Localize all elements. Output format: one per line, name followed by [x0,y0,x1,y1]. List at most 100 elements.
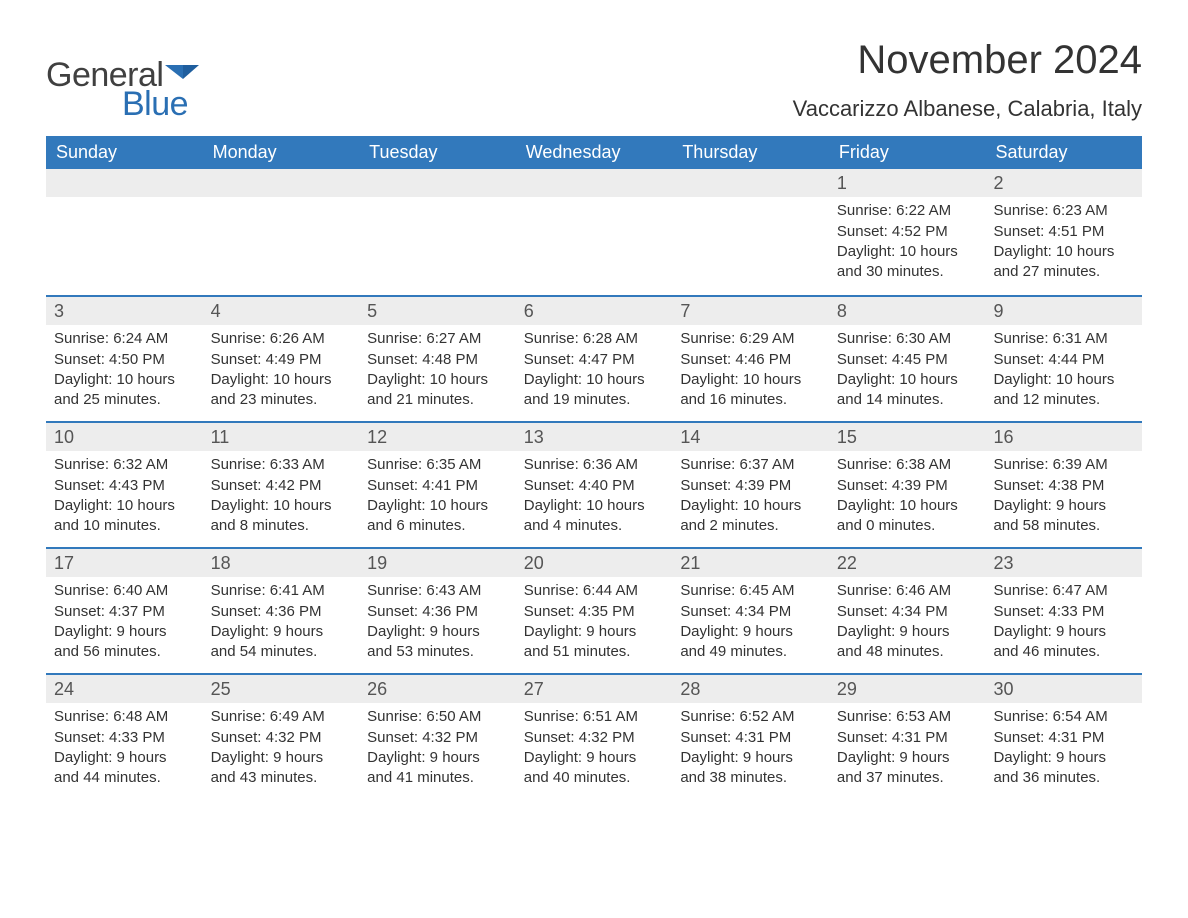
day-number [46,169,203,197]
daylight-line: Daylight: 10 hours and 16 minutes. [680,370,821,411]
day-number [672,169,829,197]
day-details: Sunrise: 6:49 AMSunset: 4:32 PMDaylight:… [203,707,360,788]
calendar-day: 29Sunrise: 6:53 AMSunset: 4:31 PMDayligh… [829,675,986,799]
sunset-line: Sunset: 4:31 PM [837,728,978,748]
daylight-line: Daylight: 10 hours and 10 minutes. [54,496,195,537]
calendar-day: 30Sunrise: 6:54 AMSunset: 4:31 PMDayligh… [985,675,1142,799]
calendar-day [672,169,829,295]
day-details: Sunrise: 6:37 AMSunset: 4:39 PMDaylight:… [672,455,829,536]
sunrise-line: Sunrise: 6:41 AM [211,581,352,601]
sunrise-line: Sunrise: 6:50 AM [367,707,508,727]
calendar-day [359,169,516,295]
header: General Blue November 2024 Vaccarizzo Al… [46,38,1142,124]
day-number: 11 [203,423,360,451]
calendar-day: 25Sunrise: 6:49 AMSunset: 4:32 PMDayligh… [203,675,360,799]
daylight-line: Daylight: 10 hours and 19 minutes. [524,370,665,411]
calendar-day: 13Sunrise: 6:36 AMSunset: 4:40 PMDayligh… [516,423,673,547]
sunrise-line: Sunrise: 6:32 AM [54,455,195,475]
daylight-line: Daylight: 10 hours and 2 minutes. [680,496,821,537]
day-details: Sunrise: 6:38 AMSunset: 4:39 PMDaylight:… [829,455,986,536]
calendar-week: 17Sunrise: 6:40 AMSunset: 4:37 PMDayligh… [46,547,1142,673]
daylight-line: Daylight: 10 hours and 12 minutes. [993,370,1134,411]
day-details: Sunrise: 6:50 AMSunset: 4:32 PMDaylight:… [359,707,516,788]
sunrise-line: Sunrise: 6:39 AM [993,455,1134,475]
daylight-line: Daylight: 10 hours and 0 minutes. [837,496,978,537]
daylight-line: Daylight: 9 hours and 44 minutes. [54,748,195,789]
day-details: Sunrise: 6:30 AMSunset: 4:45 PMDaylight:… [829,329,986,410]
sunset-line: Sunset: 4:50 PM [54,350,195,370]
sunrise-line: Sunrise: 6:52 AM [680,707,821,727]
sunrise-line: Sunrise: 6:27 AM [367,329,508,349]
daylight-line: Daylight: 9 hours and 41 minutes. [367,748,508,789]
sunset-line: Sunset: 4:52 PM [837,222,978,242]
day-number: 22 [829,549,986,577]
day-details: Sunrise: 6:36 AMSunset: 4:40 PMDaylight:… [516,455,673,536]
sunset-line: Sunset: 4:43 PM [54,476,195,496]
day-number: 17 [46,549,203,577]
sunrise-line: Sunrise: 6:49 AM [211,707,352,727]
daylight-line: Daylight: 10 hours and 21 minutes. [367,370,508,411]
calendar-day [203,169,360,295]
weekday-header: Sunday [46,136,203,169]
sunset-line: Sunset: 4:49 PM [211,350,352,370]
day-number: 2 [985,169,1142,197]
day-number: 15 [829,423,986,451]
calendar-day [46,169,203,295]
day-number: 4 [203,297,360,325]
calendar-day: 26Sunrise: 6:50 AMSunset: 4:32 PMDayligh… [359,675,516,799]
calendar-day: 11Sunrise: 6:33 AMSunset: 4:42 PMDayligh… [203,423,360,547]
day-number: 7 [672,297,829,325]
daylight-line: Daylight: 10 hours and 30 minutes. [837,242,978,283]
sunset-line: Sunset: 4:37 PM [54,602,195,622]
sunrise-line: Sunrise: 6:47 AM [993,581,1134,601]
day-number [516,169,673,197]
day-number: 16 [985,423,1142,451]
sunset-line: Sunset: 4:48 PM [367,350,508,370]
sunset-line: Sunset: 4:51 PM [993,222,1134,242]
logo-word-2: Blue [122,85,188,124]
location-subtitle: Vaccarizzo Albanese, Calabria, Italy [793,96,1142,122]
sunset-line: Sunset: 4:34 PM [680,602,821,622]
day-details: Sunrise: 6:39 AMSunset: 4:38 PMDaylight:… [985,455,1142,536]
sunset-line: Sunset: 4:33 PM [993,602,1134,622]
title-block: November 2024 Vaccarizzo Albanese, Calab… [793,38,1142,122]
daylight-line: Daylight: 9 hours and 40 minutes. [524,748,665,789]
sunrise-line: Sunrise: 6:24 AM [54,329,195,349]
sunrise-line: Sunrise: 6:30 AM [837,329,978,349]
daylight-line: Daylight: 10 hours and 4 minutes. [524,496,665,537]
day-details: Sunrise: 6:48 AMSunset: 4:33 PMDaylight:… [46,707,203,788]
sunset-line: Sunset: 4:31 PM [993,728,1134,748]
calendar-day [516,169,673,295]
day-number [359,169,516,197]
sunset-line: Sunset: 4:42 PM [211,476,352,496]
sunrise-line: Sunrise: 6:36 AM [524,455,665,475]
sunset-line: Sunset: 4:36 PM [367,602,508,622]
day-number: 28 [672,675,829,703]
calendar-day: 19Sunrise: 6:43 AMSunset: 4:36 PMDayligh… [359,549,516,673]
sunset-line: Sunset: 4:35 PM [524,602,665,622]
sunset-line: Sunset: 4:44 PM [993,350,1134,370]
calendar-day: 3Sunrise: 6:24 AMSunset: 4:50 PMDaylight… [46,297,203,421]
day-number: 1 [829,169,986,197]
day-number: 23 [985,549,1142,577]
sunrise-line: Sunrise: 6:23 AM [993,201,1134,221]
sunrise-line: Sunrise: 6:44 AM [524,581,665,601]
sunrise-line: Sunrise: 6:33 AM [211,455,352,475]
sunset-line: Sunset: 4:32 PM [211,728,352,748]
day-details: Sunrise: 6:31 AMSunset: 4:44 PMDaylight:… [985,329,1142,410]
daylight-line: Daylight: 10 hours and 23 minutes. [211,370,352,411]
calendar-week: 24Sunrise: 6:48 AMSunset: 4:33 PMDayligh… [46,673,1142,799]
sunset-line: Sunset: 4:46 PM [680,350,821,370]
day-details: Sunrise: 6:35 AMSunset: 4:41 PMDaylight:… [359,455,516,536]
sunrise-line: Sunrise: 6:48 AM [54,707,195,727]
day-number: 29 [829,675,986,703]
day-number: 27 [516,675,673,703]
sunrise-line: Sunrise: 6:51 AM [524,707,665,727]
sunrise-line: Sunrise: 6:45 AM [680,581,821,601]
calendar-day: 27Sunrise: 6:51 AMSunset: 4:32 PMDayligh… [516,675,673,799]
day-details: Sunrise: 6:46 AMSunset: 4:34 PMDaylight:… [829,581,986,662]
sunrise-line: Sunrise: 6:26 AM [211,329,352,349]
calendar-day: 28Sunrise: 6:52 AMSunset: 4:31 PMDayligh… [672,675,829,799]
day-details: Sunrise: 6:29 AMSunset: 4:46 PMDaylight:… [672,329,829,410]
daylight-line: Daylight: 9 hours and 43 minutes. [211,748,352,789]
